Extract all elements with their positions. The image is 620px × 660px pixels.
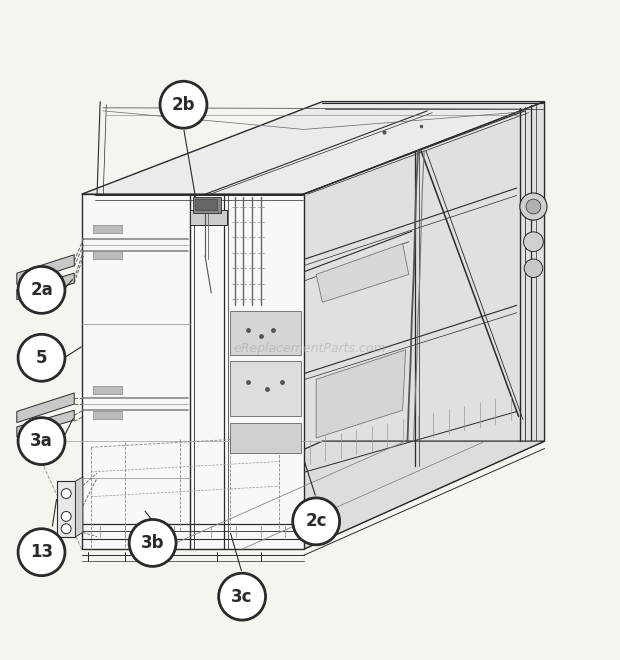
Circle shape xyxy=(18,335,65,381)
Text: 13: 13 xyxy=(30,543,53,561)
Text: 2a: 2a xyxy=(30,281,53,299)
Polygon shape xyxy=(316,350,405,438)
Polygon shape xyxy=(93,251,122,259)
Polygon shape xyxy=(76,477,83,537)
Text: 3a: 3a xyxy=(30,432,53,450)
Polygon shape xyxy=(82,102,544,194)
Polygon shape xyxy=(193,197,221,213)
Circle shape xyxy=(18,267,65,314)
Circle shape xyxy=(524,259,542,278)
Circle shape xyxy=(526,199,541,214)
Text: eReplacementParts.com: eReplacementParts.com xyxy=(234,342,386,355)
Circle shape xyxy=(293,498,340,544)
Text: 3c: 3c xyxy=(231,587,253,606)
Circle shape xyxy=(61,524,71,534)
Polygon shape xyxy=(230,422,301,453)
Circle shape xyxy=(18,529,65,576)
Polygon shape xyxy=(230,312,301,354)
Circle shape xyxy=(520,193,547,220)
Polygon shape xyxy=(17,255,74,284)
Polygon shape xyxy=(17,393,74,422)
Circle shape xyxy=(160,81,207,128)
Polygon shape xyxy=(93,225,122,233)
Polygon shape xyxy=(57,481,76,537)
Text: 3b: 3b xyxy=(141,534,164,552)
Text: 5: 5 xyxy=(36,348,47,367)
Polygon shape xyxy=(93,411,122,420)
Circle shape xyxy=(523,232,543,251)
Polygon shape xyxy=(230,361,301,416)
Polygon shape xyxy=(17,273,74,300)
Circle shape xyxy=(219,573,265,620)
Circle shape xyxy=(129,519,176,566)
Polygon shape xyxy=(304,102,544,549)
Polygon shape xyxy=(17,411,74,437)
Polygon shape xyxy=(82,441,544,549)
Polygon shape xyxy=(190,210,227,225)
Circle shape xyxy=(61,488,71,498)
Polygon shape xyxy=(93,385,122,393)
Circle shape xyxy=(61,512,71,521)
Polygon shape xyxy=(82,194,304,549)
Circle shape xyxy=(18,418,65,465)
Polygon shape xyxy=(195,199,218,211)
Text: 2b: 2b xyxy=(172,96,195,114)
Polygon shape xyxy=(316,244,409,302)
Text: 2c: 2c xyxy=(306,512,327,531)
